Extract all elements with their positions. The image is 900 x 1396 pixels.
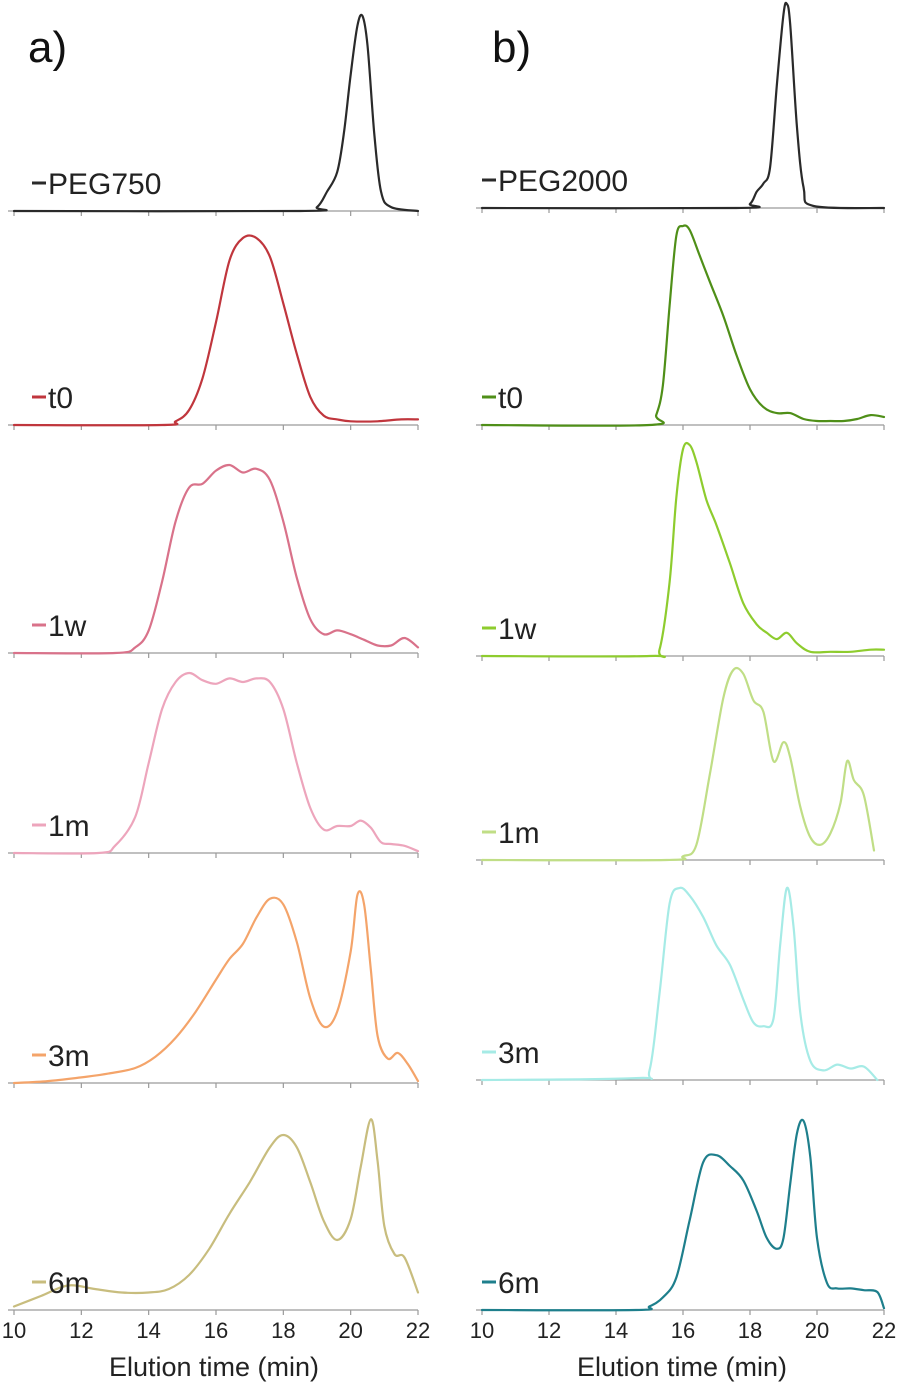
x-tick-label-12: 12 <box>69 1318 93 1343</box>
panel-a: PEG750 t0 1w 1m 3m 6m 10 12 14 16 18 20 22 <box>2 13 430 1343</box>
x-tick-label-22: 22 <box>406 1318 430 1343</box>
trace-label-t0: t0 <box>48 382 73 415</box>
x-tick-label-16: 16 <box>204 1318 228 1343</box>
x-tick-label-22: 22 <box>872 1318 896 1343</box>
trace-b-1w <box>480 441 886 659</box>
x-tick-label-14: 14 <box>604 1318 628 1343</box>
trace-b-1m <box>480 666 876 862</box>
x-tick-label-14: 14 <box>136 1318 160 1343</box>
x-tick-label-12: 12 <box>537 1318 561 1343</box>
trace-label-1w: 1w <box>48 610 87 643</box>
x-tick-label-20: 20 <box>805 1318 829 1343</box>
x-tick-label-18: 18 <box>738 1318 762 1343</box>
trace-label-1m: 1m <box>498 817 540 850</box>
trace-b-PEG2000 <box>480 1 886 210</box>
x-tick-label-18: 18 <box>271 1318 295 1343</box>
x-axis-label-b: Elution time (min) <box>577 1352 787 1382</box>
trace-b-3m <box>480 886 879 1082</box>
x-tick-label-16: 16 <box>671 1318 695 1343</box>
trace-label-1w: 1w <box>498 613 537 646</box>
trace-a-1m <box>12 671 420 855</box>
trace-label-PEG750: PEG750 <box>48 168 161 201</box>
x-tick-label-10: 10 <box>470 1318 494 1343</box>
trace-label-PEG2000: PEG2000 <box>498 165 628 198</box>
trace-a-1w <box>12 463 420 655</box>
x-tick-label-20: 20 <box>338 1318 362 1343</box>
trace-a-PEG750 <box>12 13 420 213</box>
trace-b-t0 <box>480 224 886 427</box>
trace-label-1m: 1m <box>48 810 90 843</box>
trace-a-t0 <box>12 234 420 427</box>
trace-label-6m: 6m <box>48 1267 90 1300</box>
trace-label-3m: 3m <box>48 1040 90 1073</box>
trace-b-6m <box>480 1118 886 1312</box>
trace-a-6m <box>12 1118 420 1308</box>
trace-label-6m: 6m <box>498 1267 540 1300</box>
x-tick-label-10: 10 <box>2 1318 26 1343</box>
trace-label-t0: t0 <box>498 382 523 415</box>
panel-label-a: a) <box>28 23 67 72</box>
trace-a-3m <box>12 890 420 1085</box>
trace-label-3m: 3m <box>498 1037 540 1070</box>
x-axis-label-a: Elution time (min) <box>109 1352 319 1382</box>
panel-label-b: b) <box>492 23 531 72</box>
